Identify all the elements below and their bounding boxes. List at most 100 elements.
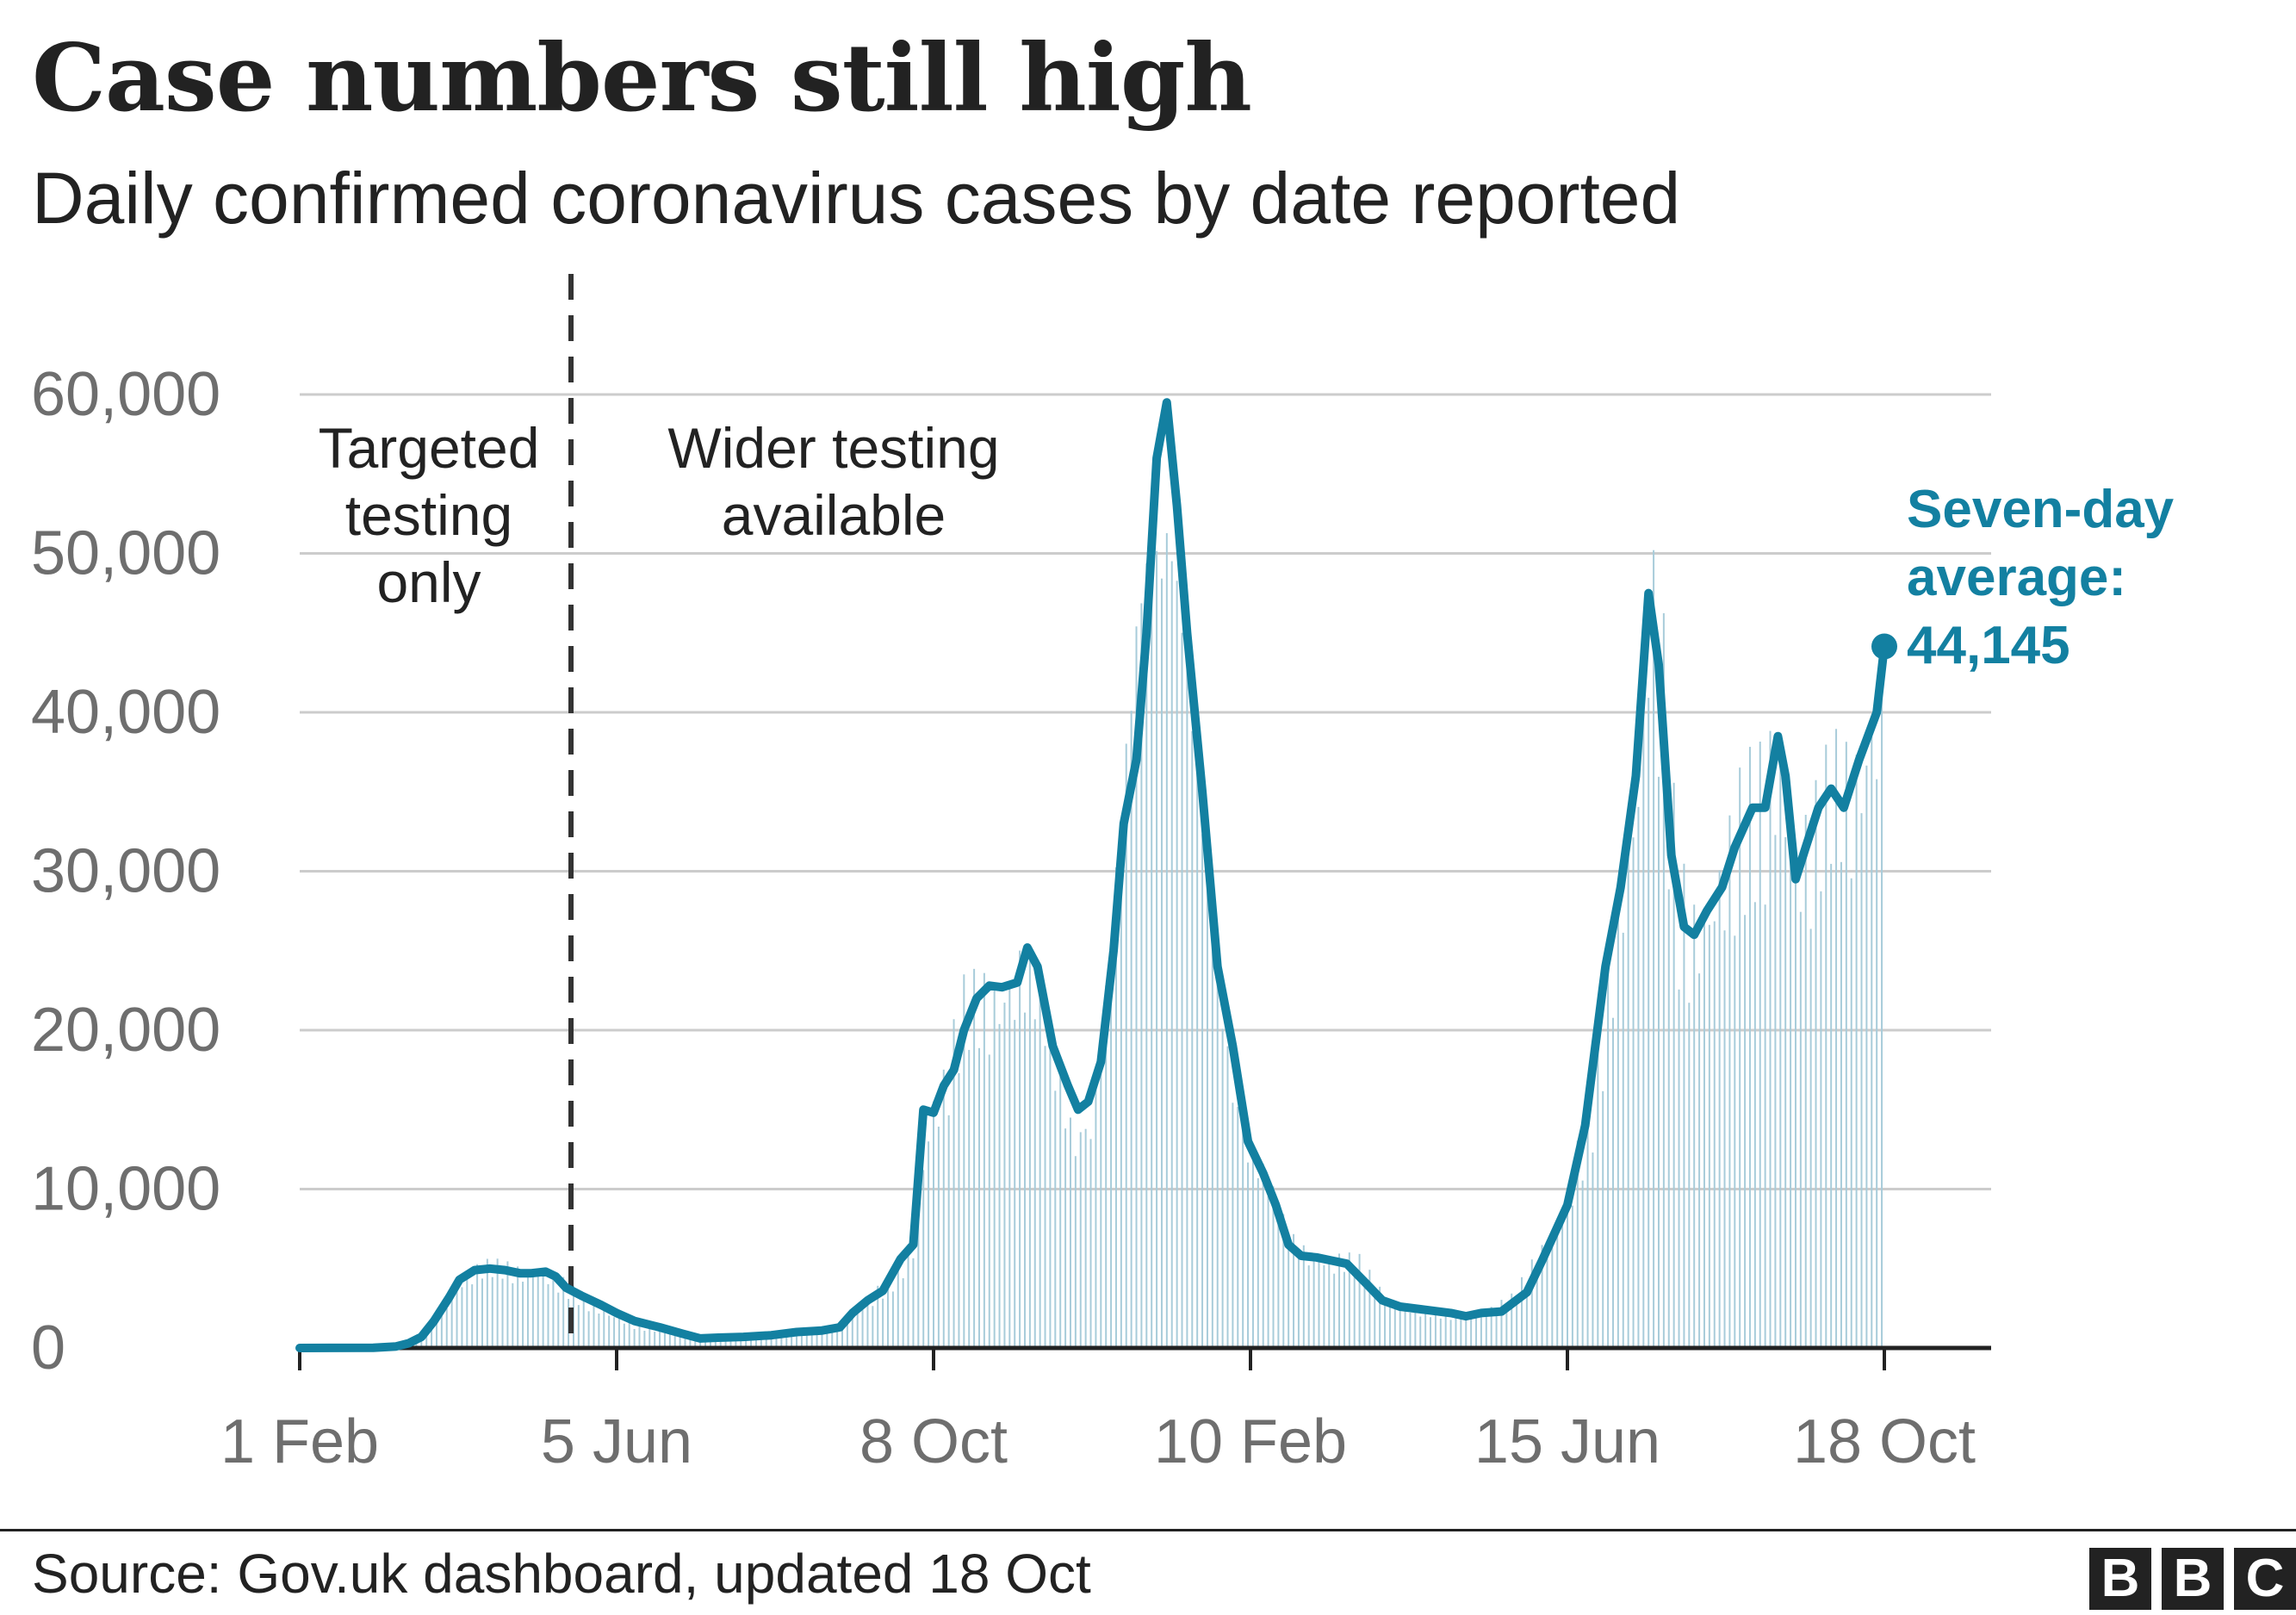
daily-bar xyxy=(831,1326,834,1348)
daily-bar xyxy=(1140,603,1143,1348)
daily-bar xyxy=(633,1328,636,1348)
daily-bar xyxy=(593,1301,595,1348)
daily-bar xyxy=(1262,1164,1264,1348)
daily-bar xyxy=(1713,921,1716,1348)
daily-bar xyxy=(1328,1256,1331,1348)
daily-bar xyxy=(1825,744,1827,1348)
daily-bar xyxy=(1125,743,1127,1348)
daily-bar xyxy=(1135,626,1138,1348)
daily-bar xyxy=(638,1323,641,1348)
chart-title: Case numbers still high xyxy=(32,24,1252,133)
daily-bar xyxy=(1748,747,1751,1348)
daily-bar xyxy=(522,1282,524,1348)
daily-bar xyxy=(1191,730,1194,1348)
daily-bar xyxy=(1363,1280,1366,1348)
daily-bar xyxy=(1500,1300,1503,1348)
average-callout-label: Seven-day xyxy=(1907,480,2175,539)
daily-bars xyxy=(303,532,1883,1348)
daily-bar xyxy=(1232,1103,1234,1348)
daily-bar xyxy=(805,1335,808,1348)
daily-bar xyxy=(1089,1139,1092,1348)
daily-bar xyxy=(1343,1271,1345,1348)
daily-bar xyxy=(1794,853,1796,1348)
daily-bar xyxy=(542,1270,544,1348)
daily-bar xyxy=(1516,1305,1518,1348)
daily-bar xyxy=(1145,562,1148,1348)
daily-bar xyxy=(887,1276,890,1348)
daily-bar xyxy=(1541,1245,1543,1348)
daily-bar xyxy=(947,1115,950,1348)
daily-bar xyxy=(1790,862,1792,1348)
daily-bar xyxy=(1718,870,1721,1348)
daily-bar xyxy=(1095,1071,1097,1348)
daily-bar xyxy=(745,1335,748,1348)
daily-bar xyxy=(557,1292,560,1348)
daily-bar xyxy=(1815,780,1817,1348)
daily-bar xyxy=(826,1332,828,1348)
daily-bar xyxy=(1079,1132,1082,1348)
daily-bar xyxy=(673,1334,676,1348)
daily-bar xyxy=(1648,698,1650,1348)
daily-bar xyxy=(1318,1260,1320,1348)
daily-bar xyxy=(912,1258,915,1348)
daily-bar xyxy=(1480,1311,1482,1348)
daily-bar xyxy=(1505,1311,1508,1348)
daily-bar xyxy=(623,1323,625,1348)
daily-bar xyxy=(1074,1156,1077,1348)
daily-bar xyxy=(998,1023,1001,1348)
daily-bar xyxy=(608,1315,611,1348)
bbc-logo: B B C xyxy=(2089,1548,2296,1610)
daily-bar xyxy=(1130,711,1132,1348)
daily-bar xyxy=(1774,835,1777,1348)
daily-bar xyxy=(1653,550,1655,1348)
daily-bar xyxy=(1551,1232,1554,1348)
y-tick-label: 10,000 xyxy=(31,1155,220,1224)
daily-bar xyxy=(577,1305,580,1348)
daily-bar xyxy=(851,1314,853,1348)
daily-bar xyxy=(1114,867,1117,1348)
daily-bar xyxy=(501,1278,504,1348)
targeted-testing-label: testing xyxy=(345,483,512,547)
daily-bar xyxy=(1835,729,1838,1348)
x-tick-label: 18 Oct xyxy=(1793,1407,1976,1476)
daily-bar xyxy=(603,1309,605,1348)
daily-bar xyxy=(1530,1259,1533,1348)
daily-bar xyxy=(435,1320,437,1348)
daily-bar xyxy=(958,1072,960,1348)
daily-bar xyxy=(1049,1022,1052,1348)
daily-bar xyxy=(877,1285,879,1348)
wider-testing-label: available xyxy=(722,483,946,547)
daily-bar xyxy=(841,1323,844,1348)
daily-bar xyxy=(1809,929,1812,1348)
daily-bar xyxy=(953,1019,955,1348)
y-tick-label: 0 xyxy=(31,1314,65,1382)
daily-bar xyxy=(1251,1147,1254,1348)
daily-bar xyxy=(1156,550,1158,1348)
daily-bar xyxy=(1840,861,1842,1348)
daily-bar xyxy=(821,1327,823,1348)
daily-bar xyxy=(1105,985,1108,1348)
daily-bar xyxy=(933,1101,934,1348)
daily-bar xyxy=(1804,814,1807,1348)
daily-bar xyxy=(1662,612,1665,1348)
daily-bar xyxy=(1602,1090,1604,1348)
daily-bar xyxy=(1297,1257,1300,1348)
daily-bar xyxy=(1495,1314,1498,1348)
wider-testing-label: Wider testing xyxy=(667,416,999,480)
daily-bar xyxy=(537,1275,539,1348)
daily-bar xyxy=(907,1245,909,1348)
daily-bar xyxy=(1449,1320,1452,1348)
daily-bar xyxy=(1799,911,1802,1348)
x-tick-label: 8 Oct xyxy=(859,1407,1008,1476)
daily-bar xyxy=(663,1332,666,1348)
daily-bar xyxy=(1490,1307,1492,1348)
daily-bar xyxy=(1302,1245,1305,1348)
daily-bar xyxy=(1388,1301,1391,1348)
daily-bar xyxy=(1003,1003,1006,1348)
daily-bar xyxy=(735,1335,737,1348)
daily-bar xyxy=(1206,865,1208,1348)
daily-bar xyxy=(526,1270,529,1348)
daily-bar xyxy=(709,1339,711,1348)
daily-bar xyxy=(1734,935,1736,1348)
daily-bar xyxy=(1744,915,1747,1348)
